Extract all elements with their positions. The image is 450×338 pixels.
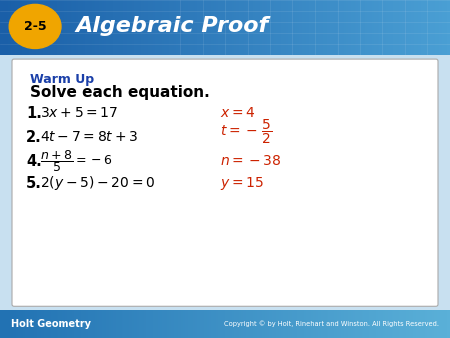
Text: 1.: 1. [26, 105, 42, 121]
Text: $y = 15$: $y = 15$ [220, 175, 264, 192]
Text: Copyright © by Holt, Rinehart and Winston. All Rights Reserved.: Copyright © by Holt, Rinehart and Winsto… [224, 321, 439, 328]
Text: 5.: 5. [26, 176, 42, 191]
Text: 2-5: 2-5 [24, 20, 46, 33]
Text: Warm Up: Warm Up [30, 73, 94, 86]
Text: 4.: 4. [26, 153, 42, 169]
Text: $n = -38$: $n = -38$ [220, 154, 282, 168]
Text: 2.: 2. [26, 129, 42, 145]
Text: Holt Geometry: Holt Geometry [11, 319, 91, 329]
FancyBboxPatch shape [12, 59, 438, 306]
Text: Algebraic Proof: Algebraic Proof [76, 17, 269, 37]
Text: Solve each equation.: Solve each equation. [30, 85, 210, 100]
Text: $x = 4$: $x = 4$ [220, 106, 256, 120]
Text: $\dfrac{n+8}{5} = -6$: $\dfrac{n+8}{5} = -6$ [40, 148, 112, 174]
Text: $3x + 5 = 17$: $3x + 5 = 17$ [40, 106, 118, 120]
Text: $t = -\,\dfrac{5}{2}$: $t = -\,\dfrac{5}{2}$ [220, 118, 273, 146]
Text: $2(y - 5) - 20 = 0$: $2(y - 5) - 20 = 0$ [40, 174, 155, 192]
Ellipse shape [9, 4, 61, 48]
Text: $4t - 7 = 8t + 3$: $4t - 7 = 8t + 3$ [40, 130, 138, 144]
